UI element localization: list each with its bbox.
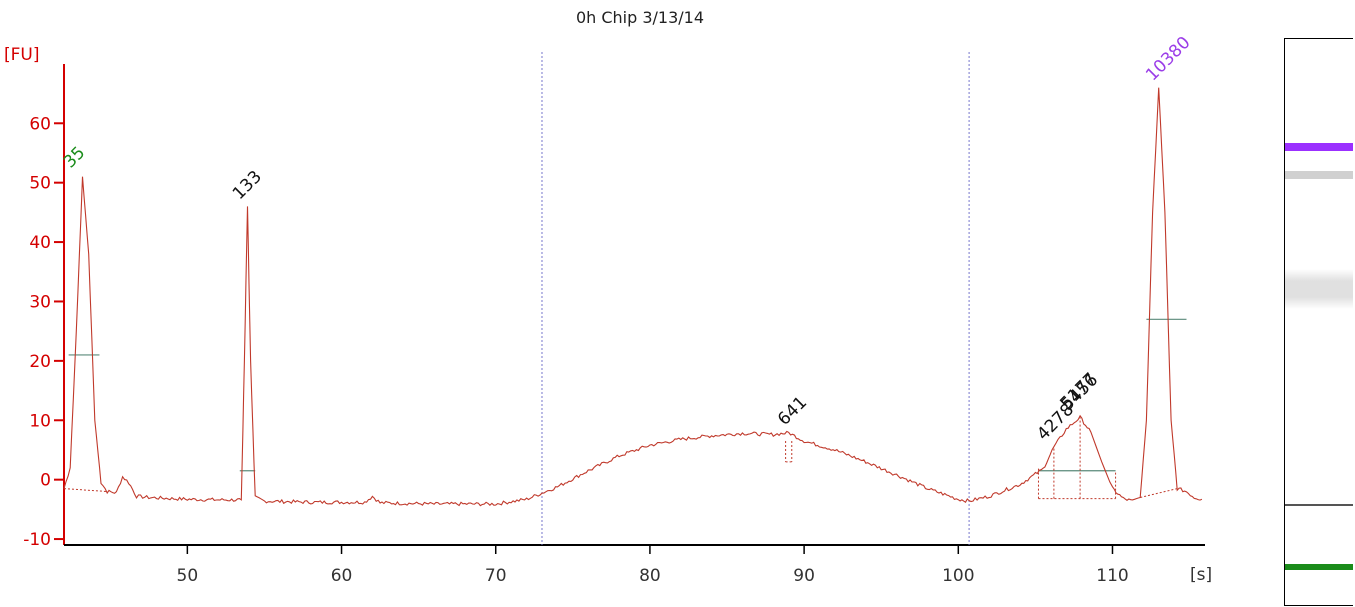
x-tick-label: 100: [942, 566, 974, 586]
x-tick-label: 60: [331, 566, 353, 586]
y-tick-label: 40: [29, 233, 51, 253]
y-tick-label: 10: [29, 411, 51, 431]
peak-size-label: 641: [774, 393, 811, 430]
gel-band: [1285, 142, 1353, 151]
y-tick-label: 0: [40, 471, 51, 491]
x-tick-label: 80: [639, 566, 661, 586]
peak-dotted-baseline: [1140, 488, 1178, 498]
gel-band: [1285, 171, 1353, 180]
x-axis-label: [s]: [1190, 565, 1212, 585]
electropherogram-chart: 0h Chip 3/13/14 [FU] [s] -10 0 10 20 30 40 50 6…: [4, 8, 1212, 586]
chart-title: 0h Chip 3/13/14: [576, 8, 704, 27]
y-axis-label: [FU]: [4, 45, 40, 65]
gel-band: [1285, 268, 1353, 309]
x-tick-label: 90: [793, 566, 815, 586]
peak-size-label: 10380: [1142, 33, 1194, 85]
peak-size-label: 133: [229, 167, 266, 204]
y-tick-label: 60: [29, 114, 51, 134]
y-tick-label: 20: [29, 352, 51, 372]
y-tick-label: 50: [29, 174, 51, 194]
y-tick-label: 30: [29, 292, 51, 312]
peak-dotted-baseline: [63, 488, 108, 493]
gel-lane: [1284, 38, 1353, 606]
y-tick-label: -10: [23, 530, 51, 550]
x-tick-label: 50: [177, 566, 199, 586]
x-tick-label: 110: [1096, 566, 1128, 586]
signal-trace: [63, 87, 1203, 507]
gel-band: [1285, 503, 1353, 506]
gel-band: [1285, 564, 1353, 571]
x-tick-label: 70: [485, 566, 507, 586]
